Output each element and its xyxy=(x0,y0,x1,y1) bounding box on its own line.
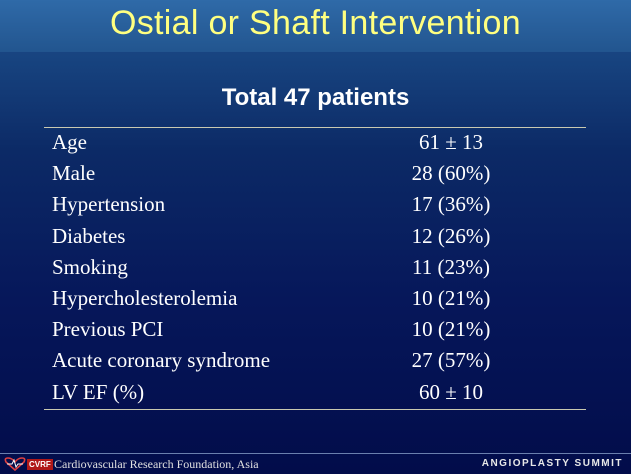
slide-title: Ostial or Shaft Intervention xyxy=(110,4,521,42)
row-label: LV EF (%) xyxy=(52,379,145,404)
row-label: Hypertension xyxy=(52,192,166,217)
table-row: Hypertension 17 (36%) xyxy=(0,190,631,221)
row-value: 17 (36%) xyxy=(411,192,491,217)
table-row: Smoking 11 (23%) xyxy=(0,253,631,284)
row-value: 61 ± 13 xyxy=(418,130,484,154)
heart-logo-icon xyxy=(4,457,26,471)
slide-subtitle: Total 47 patients xyxy=(221,84,410,111)
footer-divider xyxy=(0,453,631,454)
cvrf-logo: CVRF xyxy=(4,456,53,472)
table-row: Previous PCI 10 (21%) xyxy=(0,315,631,346)
row-value: 10 (21%) xyxy=(411,285,491,310)
row-value: 28 (60%) xyxy=(411,161,491,186)
row-label: Smoking xyxy=(52,254,128,279)
table-row: LV EF (%) 60 ± 10 xyxy=(0,378,631,409)
table-row: Age 61 ± 13 xyxy=(0,128,631,159)
row-label: Male xyxy=(52,161,96,186)
row-value: 12 (26%) xyxy=(411,223,491,248)
organization-name: Cardiovascular Research Foundation, Asia xyxy=(54,457,259,471)
row-value: 27 (57%) xyxy=(411,348,491,373)
patient-characteristics-table: Age 61 ± 13 Male 28 (60%) Hypertension 1… xyxy=(0,128,631,409)
row-label: Age xyxy=(52,130,87,154)
row-value: 60 ± 10 xyxy=(418,379,484,404)
table-row: Hypercholesterolemia 10 (21%) xyxy=(0,284,631,315)
table-top-rule xyxy=(44,127,586,128)
table-row: Diabetes 12 (26%) xyxy=(0,222,631,253)
table-row: Acute coronary syndrome 27 (57%) xyxy=(0,346,631,377)
logo-text: CVRF xyxy=(27,458,53,470)
row-label: Diabetes xyxy=(52,223,126,248)
event-name: ANGIOPLASTY SUMMIT xyxy=(481,458,623,469)
row-value: 11 (23%) xyxy=(412,254,490,279)
table-bottom-rule xyxy=(44,409,586,410)
row-value: 10 (21%) xyxy=(411,317,491,342)
table-row: Male 28 (60%) xyxy=(0,159,631,190)
row-label: Previous PCI xyxy=(52,317,164,342)
row-label: Hypercholesterolemia xyxy=(52,285,238,310)
row-label: Acute coronary syndrome xyxy=(52,348,271,373)
title-band xyxy=(0,0,631,52)
